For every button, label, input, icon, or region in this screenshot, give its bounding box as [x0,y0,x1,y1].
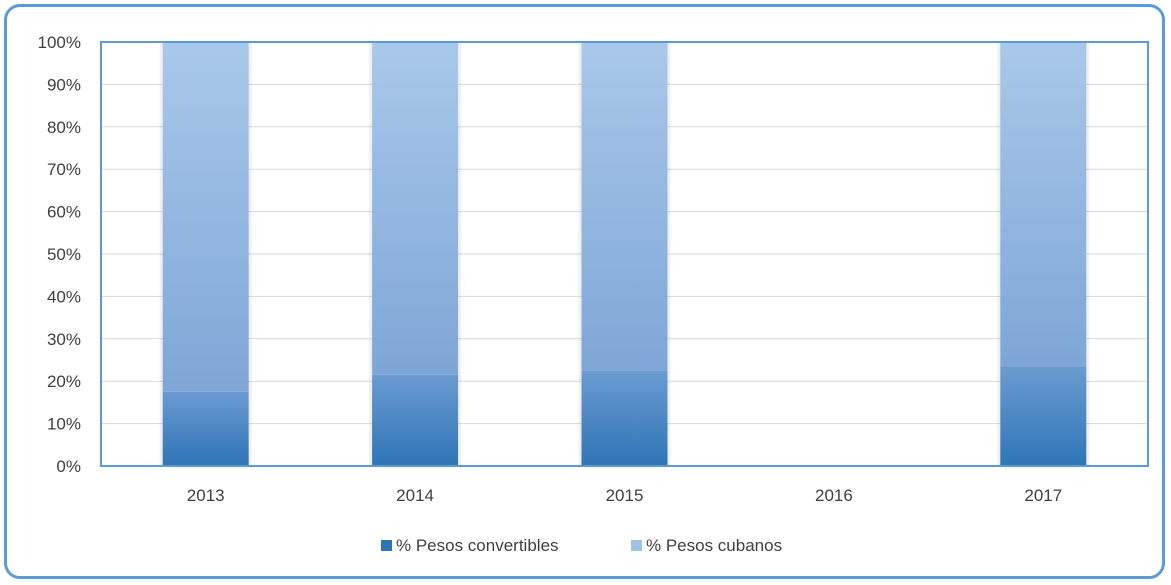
y-tick-label: 10% [47,415,81,434]
x-tick-label: 2014 [396,486,434,505]
bar-pesos-cubanos [581,42,668,371]
plot-area-border [100,41,1149,467]
bar-pesos-convertibles [581,370,668,466]
legend: % Pesos convertibles % Pesos cubanos [381,536,782,555]
legend-label: % Pesos cubanos [646,536,782,555]
x-tick-label: 2017 [1024,486,1062,505]
y-tick-label: 30% [47,330,81,349]
x-tick-label: 2016 [815,486,853,505]
bar-pesos-cubanos [1000,42,1087,367]
x-tick-label: 2013 [187,486,225,505]
x-tick-label: 2015 [606,486,644,505]
legend-swatch [631,540,642,551]
bar-pesos-cubanos [372,42,459,375]
legend-swatch [381,540,392,551]
legend-label: % Pesos convertibles [396,536,559,555]
y-tick-label: 70% [47,160,81,179]
y-tick-label: 20% [47,372,81,391]
y-tick-label: 60% [47,203,81,222]
bar-pesos-cubanos [162,42,249,392]
y-tick-label: 50% [47,245,81,264]
bar-pesos-convertibles [162,391,249,466]
bars [159,42,1090,466]
y-tick-label: 80% [47,118,81,137]
y-tick-label: 90% [47,75,81,94]
y-tick-label: 100% [38,33,81,52]
y-tick-label: 40% [47,287,81,306]
bar-pesos-convertibles [1000,366,1087,466]
y-tick-label: 0% [56,457,81,476]
bar-pesos-convertibles [372,374,459,466]
axes: 0% 10% 20% 30% 40% 50% 60% 70% 80% 90% 100% 2013 201… [38,33,1149,505]
